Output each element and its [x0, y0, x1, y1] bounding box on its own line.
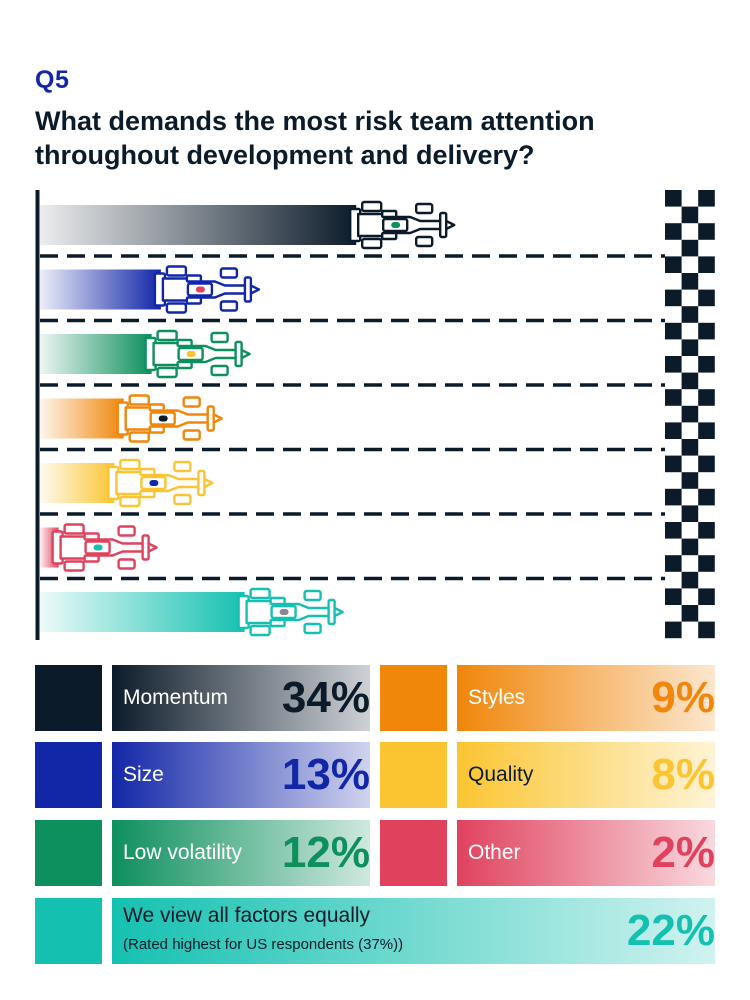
legend-item: Other 2%	[380, 820, 715, 886]
bar	[40, 592, 245, 632]
race-car-icon	[107, 458, 214, 508]
legend-percentage: 12%	[281, 828, 370, 877]
race-car-icon	[116, 394, 223, 443]
legend-item: Low volatility 12%	[35, 820, 370, 886]
bar	[40, 334, 152, 374]
legend-label: Momentum	[123, 686, 229, 709]
legend-swatch	[380, 665, 447, 731]
legend-percentage: 34%	[281, 673, 370, 722]
legend-swatch	[35, 898, 102, 964]
legend-item: Styles 9%	[380, 665, 715, 731]
legend-percentage: 13%	[281, 750, 370, 799]
legend-label: Styles	[468, 686, 526, 709]
race-car-icon	[237, 587, 344, 637]
bar	[40, 398, 124, 439]
bar	[40, 269, 161, 310]
legend-bar	[457, 665, 715, 731]
chart-title: What demands the most risk team attentio…	[35, 106, 595, 170]
question-number: Q5	[35, 66, 70, 94]
race-car-icon	[144, 329, 251, 379]
legend-note: (Rated highest for US respondents (37%))	[123, 936, 404, 953]
legend-bar	[112, 742, 370, 808]
legend-label: Quality	[468, 763, 534, 786]
legend-item: Size 13%	[35, 742, 370, 808]
legend-bar	[112, 665, 370, 731]
legend-percentage: 2%	[651, 828, 715, 877]
bar	[40, 463, 115, 503]
race-car-icon	[349, 200, 456, 250]
legend-item: Quality 8%	[380, 742, 715, 808]
legend-item: Momentum 34%	[35, 665, 370, 731]
race-track-chart	[35, 190, 715, 640]
legend-item: We view all factors equally (Rated highes…	[35, 898, 715, 964]
legend-label: Low volatility	[123, 841, 243, 864]
legend-percentage: 9%	[651, 673, 715, 722]
legend-percentage: 22%	[626, 906, 715, 955]
legend-bar	[112, 898, 715, 964]
legend-bar	[112, 820, 370, 886]
legend-bar	[457, 820, 715, 886]
legend-percentage: 8%	[651, 750, 715, 799]
legend-swatch	[380, 742, 447, 808]
legend-swatch	[35, 820, 102, 886]
legend-label: We view all factors equally	[123, 904, 371, 927]
legend-label: Size	[123, 763, 164, 786]
legend-swatch	[380, 820, 447, 886]
bar	[40, 205, 357, 245]
legend-label: Other	[468, 841, 521, 864]
race-car-icon	[51, 523, 158, 572]
race-car-icon	[153, 265, 261, 314]
legend-swatch	[35, 742, 102, 808]
checkered-finish-flag	[665, 190, 715, 639]
legend-swatch	[35, 665, 102, 731]
legend-bar	[457, 742, 715, 808]
